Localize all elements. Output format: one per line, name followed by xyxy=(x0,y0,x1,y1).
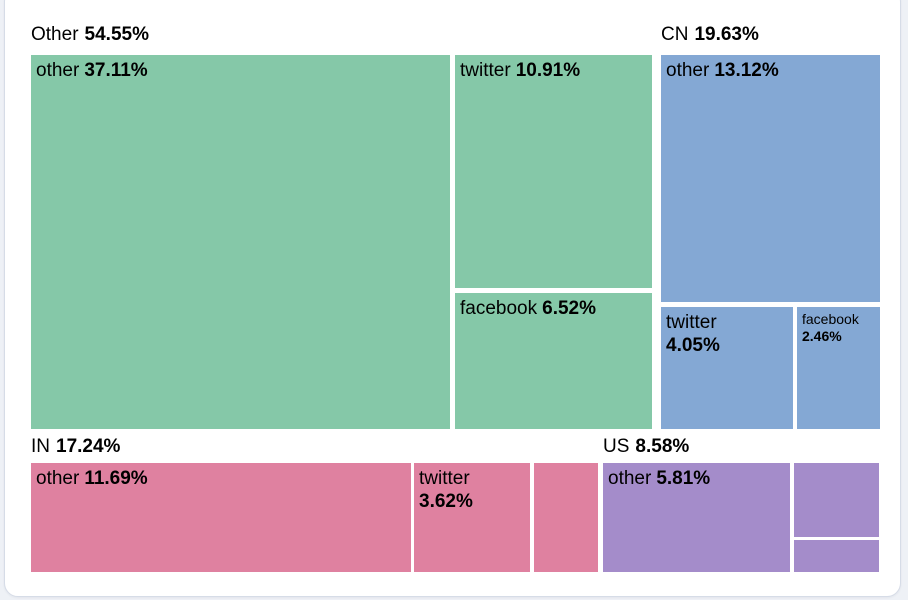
cell-label: twitter 10.91% xyxy=(455,55,652,82)
cell-label-line1: twitter 10.91% xyxy=(460,59,648,82)
cell-label-line1: facebook 6.52% xyxy=(460,297,648,320)
cell-label-line1: other 37.11% xyxy=(36,59,446,82)
treemap-cell-us-unlabeled-1[interactable] xyxy=(794,463,879,537)
cell-label-line1: other 13.12% xyxy=(666,59,876,82)
cell-label: twitter 4.05% xyxy=(661,307,793,357)
cell-label: other 11.69% xyxy=(31,463,411,490)
group-value-label: 17.24% xyxy=(56,436,121,457)
group-value-label: 54.55% xyxy=(84,24,149,45)
treemap-cell-cn-other[interactable]: other 13.12% xyxy=(661,55,880,302)
group-header-in: IN 17.24% xyxy=(31,436,120,457)
cell-label: other 37.11% xyxy=(31,55,450,82)
cell-label-line2: 4.05% xyxy=(666,334,789,357)
group-header-cn: CN 19.63% xyxy=(661,24,759,45)
cell-label-line1: other 11.69% xyxy=(36,467,407,490)
cell-name: facebook xyxy=(802,311,859,327)
group-header-us: US 8.58% xyxy=(603,436,689,457)
cell-name: other xyxy=(666,60,710,81)
treemap-cell-us-other[interactable]: other 5.81% xyxy=(603,463,790,572)
treemap-cell-in-unlabeled-1[interactable] xyxy=(534,463,598,572)
treemap-cell-other-region-twitter[interactable]: twitter 10.91% xyxy=(455,55,652,288)
treemap-cell-us-unlabeled-2[interactable] xyxy=(794,540,879,572)
cell-name: other xyxy=(36,468,80,489)
cell-label: other 13.12% xyxy=(661,55,880,82)
treemap-cell-in-other[interactable]: other 11.69% xyxy=(31,463,411,572)
cell-label: facebook 2.46% xyxy=(797,307,880,345)
cell-label: facebook 6.52% xyxy=(455,293,652,320)
cell-value-label: 10.91% xyxy=(515,60,581,81)
cell-value-label: 4.05% xyxy=(666,335,720,356)
cell-name: twitter xyxy=(419,468,470,489)
cell-name: other xyxy=(36,60,80,81)
treemap-cell-cn-twitter[interactable]: twitter 4.05% xyxy=(661,307,793,429)
cell-value-label: 2.46% xyxy=(802,328,842,344)
cell-label: twitter 3.62% xyxy=(414,463,530,513)
treemap-cell-other-region-facebook[interactable]: facebook 6.52% xyxy=(455,293,652,429)
cell-value-label: 11.69% xyxy=(84,468,148,489)
treemap-cell-in-twitter[interactable]: twitter 3.62% xyxy=(414,463,530,572)
cell-name: other xyxy=(608,468,652,489)
group-value-label: 19.63% xyxy=(694,24,759,45)
cell-value-label: 6.52% xyxy=(542,298,596,319)
cell-value-label: 13.12% xyxy=(714,60,779,81)
group-label: CN xyxy=(661,24,689,45)
group-label: Other xyxy=(31,24,79,45)
cell-label-line1: twitter xyxy=(419,467,526,490)
cell-label-line2: 3.62% xyxy=(419,490,526,513)
group-label: IN xyxy=(31,436,50,457)
cell-value-label: 3.62% xyxy=(419,491,473,512)
cell-label-line1: twitter xyxy=(666,311,789,334)
group-value-label: 8.58% xyxy=(635,436,690,457)
cell-name: facebook xyxy=(460,298,538,319)
cell-label: other 5.81% xyxy=(603,463,790,490)
group-label: US xyxy=(603,436,630,457)
treemap-cell-cn-facebook[interactable]: facebook 2.46% xyxy=(797,307,880,429)
cell-value-label: 37.11% xyxy=(84,60,148,81)
cell-value-label: 5.81% xyxy=(656,468,711,489)
group-header-other-region: Other 54.55% xyxy=(31,24,149,45)
cell-label-line2: 2.46% xyxy=(802,328,876,345)
cell-label-line1: other 5.81% xyxy=(608,467,786,490)
treemap-cell-other-region-other[interactable]: other 37.11% xyxy=(31,55,450,429)
cell-label-line1: facebook xyxy=(802,311,876,328)
cell-name: twitter xyxy=(666,312,717,333)
cell-name: twitter xyxy=(460,60,511,81)
